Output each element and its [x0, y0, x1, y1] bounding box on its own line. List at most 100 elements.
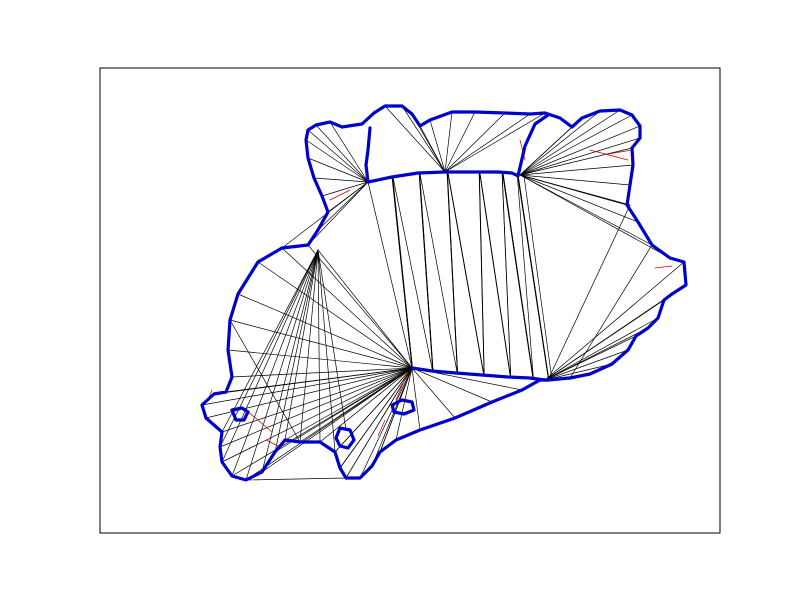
mesh-edge	[444, 111, 453, 173]
mesh-edge	[307, 244, 413, 369]
mesh-edge	[519, 174, 631, 186]
mesh-edge	[392, 176, 433, 372]
mesh-edge	[359, 367, 413, 479]
mesh-edge	[257, 261, 413, 369]
hole-boundary	[334, 426, 356, 450]
mesh-edge	[221, 367, 413, 463]
mesh-edge	[231, 367, 413, 477]
mesh-edge	[519, 174, 639, 223]
mesh-edge	[237, 293, 413, 369]
mesh-edge	[313, 177, 369, 183]
mesh-edge	[444, 112, 546, 173]
constraint-edge	[377, 419, 386, 437]
mesh-edges	[201, 105, 687, 481]
mesh-edge	[519, 164, 634, 176]
mesh-edge	[305, 139, 369, 183]
mesh-edge	[327, 181, 369, 213]
hole-boundary	[230, 406, 250, 422]
mesh-edge	[345, 367, 413, 479]
mesh-edge	[245, 367, 413, 481]
mesh-edge	[231, 249, 319, 477]
mesh-edge	[281, 247, 413, 369]
mesh-edge	[319, 367, 413, 443]
mesh-edge	[379, 367, 413, 453]
mesh-edge	[367, 181, 413, 369]
mesh-edge	[519, 125, 641, 176]
mesh-edge	[517, 172, 550, 381]
mesh-edge	[519, 114, 633, 176]
mesh-edge	[516, 172, 534, 379]
mesh-edge	[411, 367, 421, 431]
mesh-edge	[523, 175, 553, 381]
mesh-edge	[395, 367, 413, 441]
mesh-edge	[444, 111, 476, 173]
mesh-edge	[317, 181, 369, 231]
mesh-edge	[444, 112, 506, 173]
mesh-edge	[544, 335, 637, 381]
mesh-edge	[307, 181, 369, 246]
hole-boundary	[390, 398, 416, 416]
mesh-edge	[519, 137, 641, 176]
constraint-edge	[607, 149, 633, 155]
mesh-edge	[261, 249, 319, 473]
mesh-edge	[329, 121, 369, 183]
mesh-edge	[274, 249, 319, 453]
mesh-edge	[544, 261, 685, 381]
axes-frame	[99, 67, 721, 534]
mesh-edge	[245, 477, 347, 481]
inner-boundary-bottom	[410, 366, 550, 382]
mesh-edge	[419, 125, 446, 173]
mesh-edge	[447, 171, 458, 374]
mesh-edge	[419, 172, 458, 374]
mesh-edge	[547, 204, 631, 381]
mesh-edge	[225, 367, 413, 393]
mesh-edge	[384, 105, 446, 173]
mesh-edge	[339, 367, 413, 469]
mesh-edge	[307, 129, 369, 183]
mesh-edge	[307, 157, 369, 183]
mesh-edge	[519, 174, 653, 246]
mesh-edge	[447, 171, 485, 376]
mesh-edge	[411, 367, 493, 403]
mesh-edge	[544, 317, 659, 381]
mesh-edge	[284, 367, 413, 441]
mesh-edge	[219, 367, 413, 448]
boundary-outline-group	[200, 104, 688, 482]
constraint-edge	[329, 189, 351, 201]
mesh-edge	[479, 171, 485, 376]
mesh-edge	[221, 249, 319, 433]
mesh-edge	[544, 363, 613, 381]
mesh-edge	[544, 349, 629, 381]
outer-boundary	[200, 104, 688, 482]
mesh-edge	[227, 349, 413, 369]
constraint-edge	[245, 409, 273, 433]
constraint-edge	[589, 149, 629, 161]
mesh-edge	[261, 367, 413, 473]
constraint-edge	[395, 371, 409, 401]
mesh-edge	[519, 174, 671, 259]
mesh-edge	[221, 367, 413, 433]
mesh-edge	[317, 249, 347, 431]
mesh-edge	[321, 181, 369, 197]
mesh-edge	[411, 367, 456, 419]
mesh-edge	[219, 249, 319, 448]
mesh-edge	[429, 119, 446, 173]
constraint-edge	[654, 265, 673, 269]
mesh-edge	[569, 244, 653, 379]
mesh-edge	[229, 319, 301, 443]
mesh-edge	[544, 299, 665, 381]
mesh-edge	[444, 113, 531, 173]
mesh-edge	[284, 249, 319, 441]
mesh-edge	[479, 171, 511, 378]
mesh-edge	[401, 105, 446, 173]
mesh-edge	[502, 171, 534, 379]
inner-boundary-top	[364, 113, 550, 184]
mesh-edge	[317, 249, 413, 369]
mesh-edge	[229, 319, 413, 369]
mesh-edge	[371, 367, 413, 467]
mesh-edge	[334, 367, 413, 453]
mesh-edge	[245, 249, 319, 481]
mesh-edge	[519, 147, 633, 176]
